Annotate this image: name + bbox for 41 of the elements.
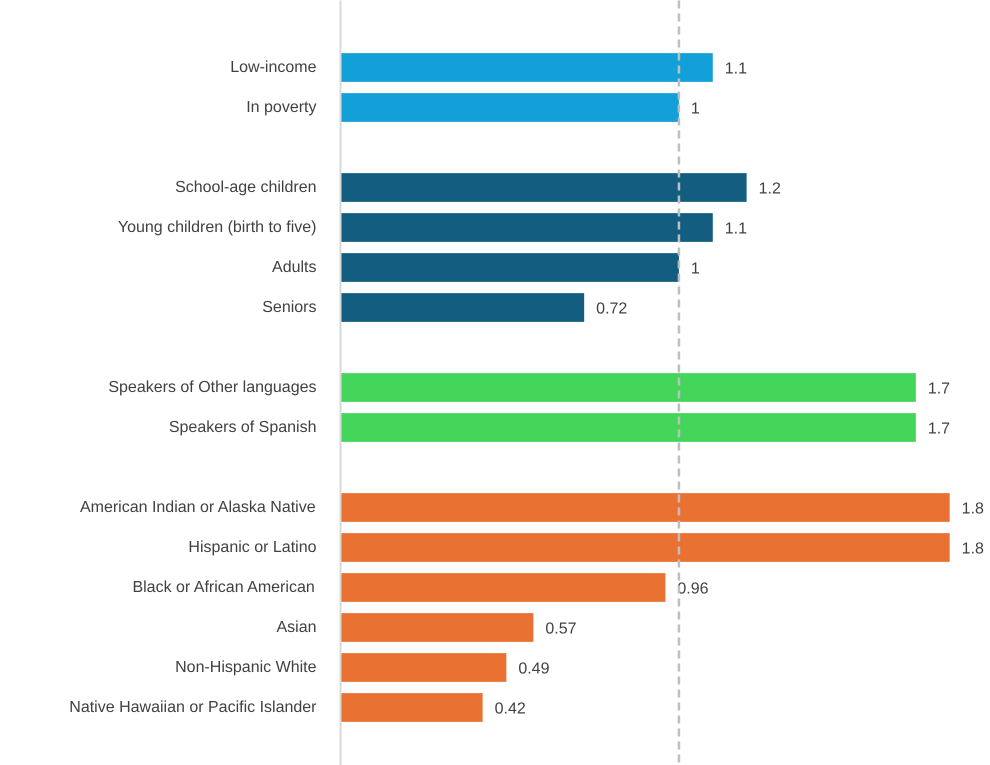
bar (340, 573, 666, 602)
data-label: 1.8 (962, 540, 984, 558)
bar (340, 213, 713, 242)
data-label: 1.1 (724, 60, 748, 78)
data-label: 1.8 (962, 500, 984, 518)
data-label: 1 (690, 100, 700, 118)
y-tick-label: Black or African American (132, 579, 315, 596)
data-label: 0.49 (518, 660, 550, 678)
y-tick-label: Non-Hispanic White (175, 659, 317, 676)
y-tick-label: Seniors (262, 299, 316, 316)
bar (340, 173, 747, 202)
data-label: 0.42 (494, 700, 526, 718)
data-label: 1 (690, 260, 700, 278)
y-tick-label: Young children (birth to five) (118, 219, 317, 236)
data-label: 1.1 (724, 220, 748, 238)
y-tick-label: Native Hawaiian or Pacific Islander (69, 699, 318, 716)
bar (340, 533, 950, 562)
data-label: 1.2 (758, 180, 781, 198)
bar (340, 693, 483, 722)
y-tick-label: Speakers of Other languages (108, 379, 317, 396)
y-tick-label: American Indian or Alaska Native (80, 499, 316, 516)
data-label: 1.7 (928, 380, 950, 398)
y-tick-label: Adults (272, 259, 316, 276)
y-tick-label: Asian (276, 619, 317, 636)
bar (340, 613, 534, 642)
bar (340, 373, 916, 402)
y-tick-label: Speakers of Spanish (168, 419, 317, 436)
bar (340, 493, 950, 522)
bar (340, 413, 916, 442)
y-tick-label: In poverty (246, 99, 317, 116)
y-tick-label: Low-income (230, 59, 317, 76)
y-tick-label: Hispanic or Latino (188, 539, 317, 556)
bar (340, 653, 506, 682)
data-label: 0.72 (596, 300, 628, 318)
data-label: 1.7 (928, 420, 950, 438)
data-label: 0.57 (545, 620, 577, 638)
y-tick-label: School-age children (175, 179, 316, 196)
bar (340, 293, 584, 322)
bar (340, 93, 679, 122)
bar (340, 253, 679, 282)
bar (340, 53, 713, 82)
